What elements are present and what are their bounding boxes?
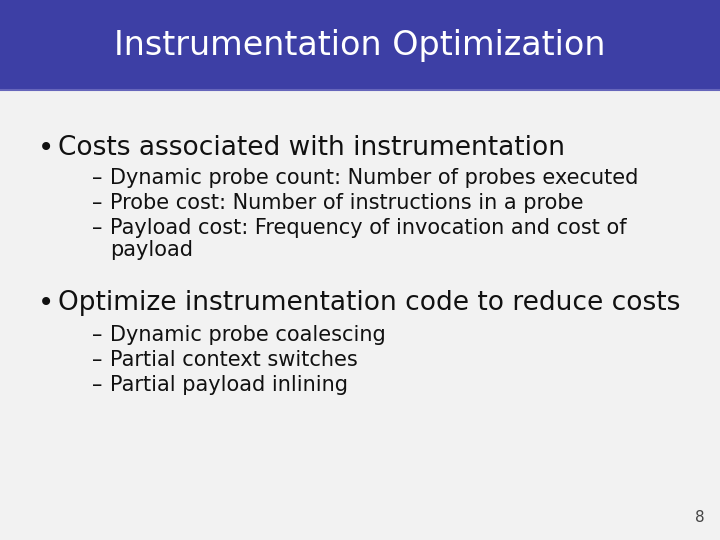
Text: Dynamic probe coalescing: Dynamic probe coalescing (110, 325, 386, 345)
Text: –: – (92, 193, 102, 213)
Bar (0, 0, 720, 90)
Text: 8: 8 (696, 510, 705, 525)
Text: Partial context switches: Partial context switches (110, 350, 358, 370)
Text: Payload cost: Frequency of invocation and cost of: Payload cost: Frequency of invocation an… (110, 218, 626, 238)
Text: Partial payload inlining: Partial payload inlining (110, 375, 348, 395)
Text: Instrumentation Optimization: Instrumentation Optimization (114, 29, 606, 62)
Text: •: • (38, 134, 54, 162)
Text: Probe cost: Number of instructions in a probe: Probe cost: Number of instructions in a … (110, 193, 583, 213)
Text: Costs associated with instrumentation: Costs associated with instrumentation (58, 135, 565, 161)
Text: –: – (92, 168, 102, 188)
Text: –: – (92, 218, 102, 238)
Text: –: – (92, 350, 102, 370)
Text: –: – (92, 375, 102, 395)
Text: Optimize instrumentation code to reduce costs: Optimize instrumentation code to reduce … (58, 290, 680, 316)
Text: Dynamic probe count: Number of probes executed: Dynamic probe count: Number of probes ex… (110, 168, 639, 188)
Text: payload: payload (110, 240, 193, 260)
Text: •: • (38, 289, 54, 317)
Text: –: – (92, 325, 102, 345)
